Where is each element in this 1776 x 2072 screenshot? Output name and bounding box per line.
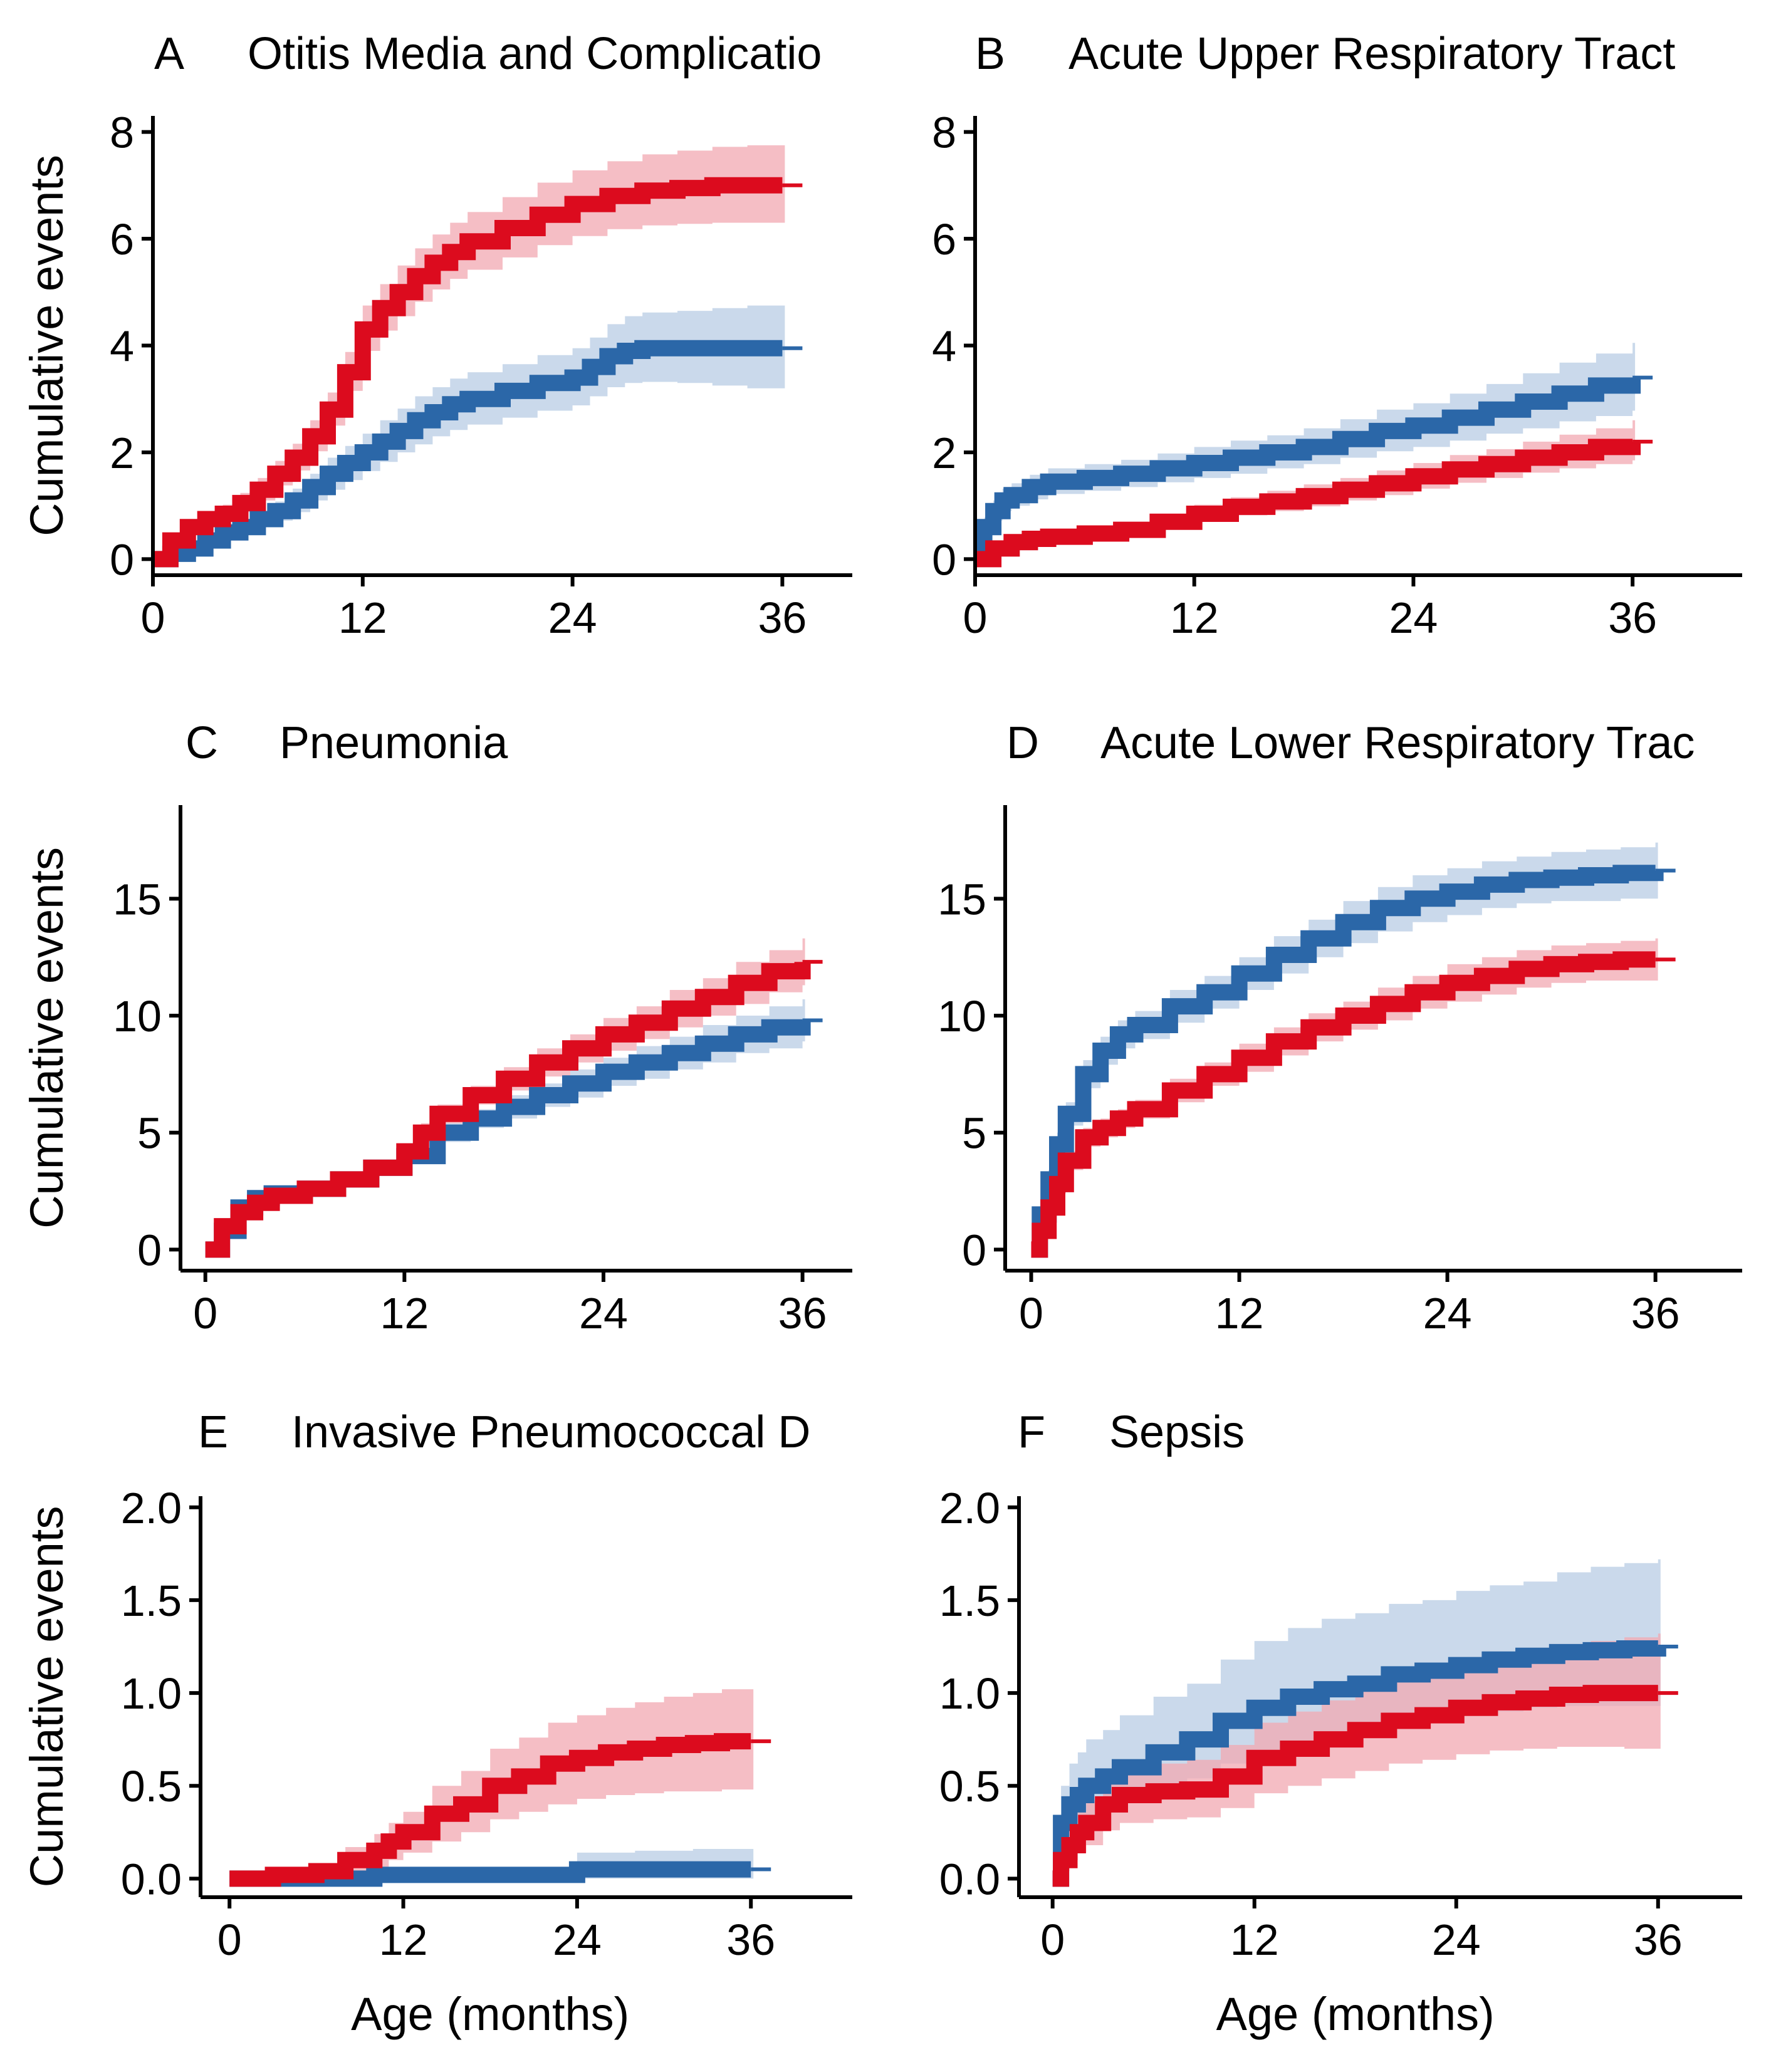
- x-tick-label: 12: [338, 593, 387, 642]
- panel-letter: B: [975, 29, 1005, 79]
- x-tick-label: 24: [1432, 1915, 1481, 1964]
- plot-area: [1052, 1559, 1678, 1887]
- panel-title: Sepsis: [1109, 1407, 1245, 1457]
- y-axis-label: Cumulative events: [21, 155, 73, 536]
- x-tick-label: 0: [217, 1915, 242, 1964]
- y-tick-label: 2: [932, 429, 956, 477]
- y-tick-label: 15: [938, 875, 986, 924]
- series-line-red: [977, 439, 1641, 568]
- y-axis-label: Cumulative events: [21, 847, 73, 1229]
- y-tick-label: 0: [137, 1226, 162, 1274]
- panel-title: Invasive Pneumococcal D: [291, 1407, 810, 1457]
- y-tick-label: 1.0: [121, 1669, 182, 1718]
- series-line-blue: [1052, 1640, 1666, 1887]
- x-tick-label: 24: [1423, 1289, 1472, 1338]
- series-line-blue: [977, 377, 1641, 551]
- y-tick-label: 0.0: [939, 1855, 1000, 1903]
- x-tick-label: 0: [1019, 1289, 1043, 1338]
- chart-panel-c: C Pneumonia 0 5 10 15 0 12 24 36 Cumulative events: [21, 718, 852, 1338]
- x-tick-label: 12: [380, 1289, 429, 1338]
- y-tick-label: 10: [113, 992, 162, 1041]
- x-tick-label: 36: [758, 593, 807, 642]
- y-tick-label: 1.5: [121, 1576, 182, 1625]
- chart-panel-e: E Invasive Pneumococcal D 0.0 0.5 1.0 1.5 2.0 0…: [21, 1407, 852, 2040]
- plot-area: [229, 1689, 771, 1887]
- chart-panel-f: F Sepsis 0.0 0.5 1.0 1.5 2.0 0 12 24 36 Age (months…: [939, 1407, 1742, 2040]
- panel-title: Acute Lower Respiratory Trac: [1100, 718, 1695, 768]
- plot-area: [155, 145, 803, 568]
- x-tick-label: 36: [1631, 1289, 1680, 1338]
- series-line-blue: [1031, 865, 1664, 1258]
- y-tick-label: 6: [932, 215, 956, 264]
- y-tick-label: 10: [938, 992, 986, 1041]
- x-axis-label: Age (months): [1216, 1988, 1495, 2040]
- x-tick-label: 24: [579, 1289, 628, 1338]
- y-tick-label: 0.5: [121, 1762, 182, 1811]
- y-tick-label: 0.5: [939, 1762, 1000, 1811]
- y-tick-label: 2.0: [121, 1484, 182, 1533]
- plot-area: [205, 938, 823, 1258]
- plot-area: [977, 343, 1653, 568]
- x-tick-label: 24: [1389, 593, 1438, 642]
- y-tick-label: 0: [932, 535, 956, 584]
- x-tick-label: 36: [1634, 1915, 1683, 1964]
- x-tick-label: 12: [379, 1915, 428, 1964]
- panel-letter: F: [1018, 1407, 1045, 1457]
- panel-letter: A: [154, 29, 184, 79]
- y-tick-label: 2: [110, 429, 134, 477]
- y-tick-label: 2.0: [939, 1484, 1000, 1533]
- x-tick-label: 36: [1608, 593, 1657, 642]
- x-tick-label: 0: [963, 593, 988, 642]
- series-line-red: [205, 962, 811, 1258]
- x-tick-label: 12: [1230, 1915, 1279, 1964]
- y-tick-label: 4: [932, 322, 956, 371]
- x-tick-label: 24: [553, 1915, 602, 1964]
- y-tick-label: 6: [110, 215, 134, 264]
- y-tick-label: 8: [110, 108, 134, 157]
- x-tick-label: 12: [1170, 593, 1219, 642]
- y-tick-label: 0.0: [121, 1855, 182, 1903]
- y-tick-label: 8: [932, 108, 956, 157]
- y-tick-label: 1.0: [939, 1669, 1000, 1718]
- series-line-blue: [155, 340, 783, 568]
- x-tick-label: 12: [1215, 1289, 1264, 1338]
- chart-panel-d: D Acute Lower Respiratory Trac 0 5 10 15 0 12 24…: [938, 718, 1742, 1338]
- y-tick-label: 15: [113, 875, 162, 924]
- x-tick-label: 36: [726, 1915, 775, 1964]
- x-tick-label: 0: [141, 593, 165, 642]
- y-tick-label: 5: [962, 1109, 986, 1158]
- y-tick-label: 0: [962, 1226, 986, 1274]
- x-tick-label: 0: [1040, 1915, 1065, 1964]
- y-tick-label: 4: [110, 322, 134, 371]
- x-tick-label: 24: [548, 593, 597, 642]
- plot-area: [1031, 842, 1676, 1258]
- y-axis-label: Cumulative events: [21, 1506, 73, 1888]
- series-line-red: [155, 177, 783, 568]
- y-tick-label: 5: [137, 1109, 162, 1158]
- x-tick-label: 36: [778, 1289, 827, 1338]
- series-line-red: [229, 1733, 751, 1887]
- panel-title: Otitis Media and Complicatio: [248, 29, 822, 79]
- panel-letter: C: [185, 718, 218, 768]
- series-line-red: [1031, 951, 1656, 1258]
- x-axis-label: Age (months): [351, 1988, 629, 2040]
- x-tick-label: 0: [193, 1289, 217, 1338]
- series-line-red: [1052, 1685, 1658, 1887]
- panel-title: Acute Upper Respiratory Tract: [1068, 29, 1675, 79]
- y-tick-label: 0: [110, 535, 134, 584]
- panel-letter: D: [1006, 718, 1039, 768]
- y-tick-label: 1.5: [939, 1576, 1000, 1625]
- panel-title: Pneumonia: [279, 718, 508, 768]
- panel-letter: E: [198, 1407, 228, 1457]
